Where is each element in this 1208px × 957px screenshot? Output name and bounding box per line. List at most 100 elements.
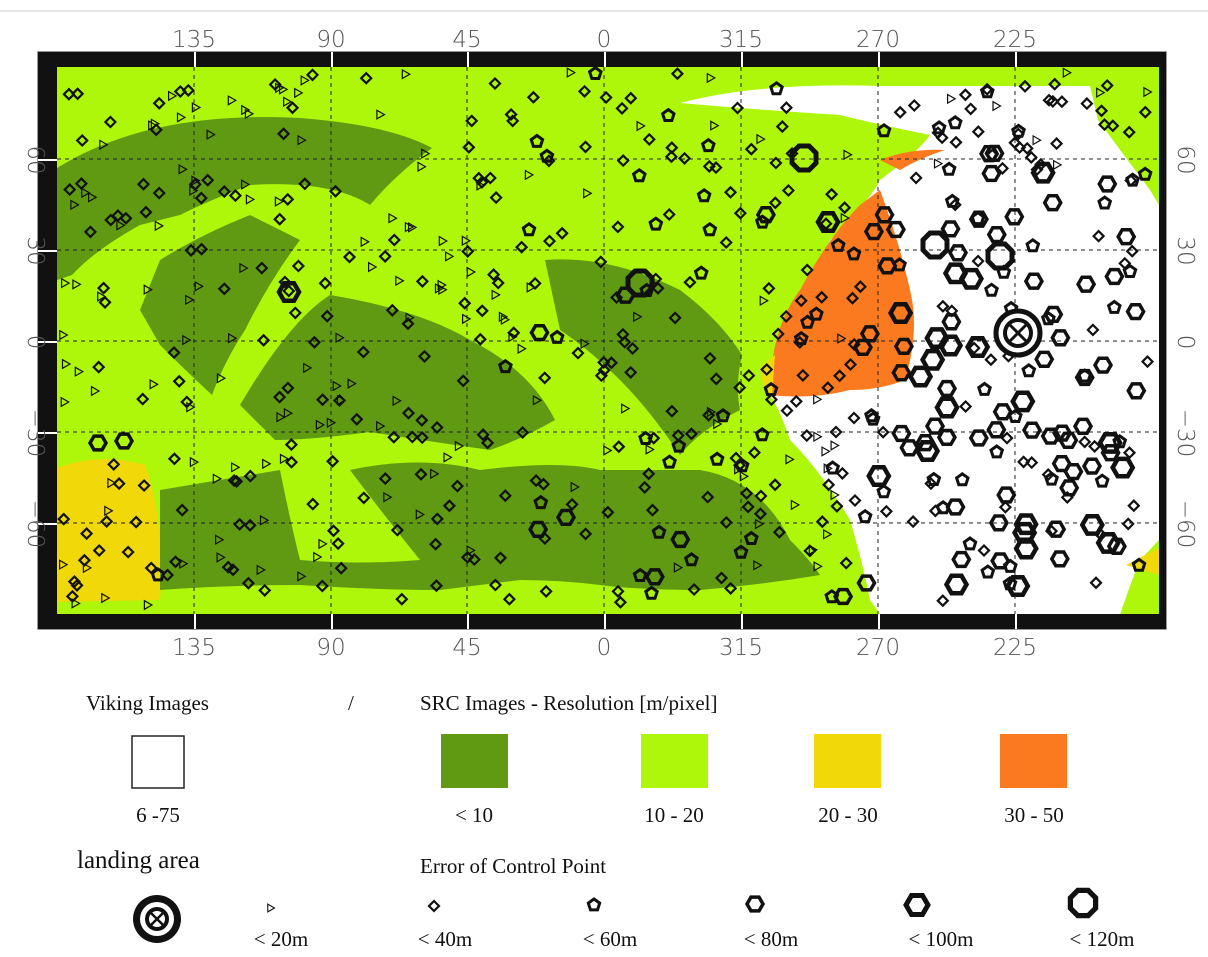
pentagon-icon xyxy=(662,454,677,469)
diamond-icon xyxy=(665,404,679,418)
pentagon-icon xyxy=(733,544,749,559)
swatch-30-50 xyxy=(1000,734,1067,788)
diamond-icon xyxy=(754,489,768,503)
triangle-icon xyxy=(335,332,345,344)
diamond-icon xyxy=(491,276,505,290)
triangle-icon xyxy=(392,395,402,407)
diamond-icon xyxy=(825,187,839,201)
hexagon-icon xyxy=(113,432,135,450)
triangle-icon xyxy=(583,187,593,199)
diamond-icon xyxy=(430,420,444,435)
hexagon-icon xyxy=(1106,537,1127,555)
diamond-icon xyxy=(65,589,79,603)
triangle-icon xyxy=(259,514,270,526)
diamond-icon xyxy=(613,595,627,609)
diamond-icon xyxy=(357,491,371,505)
diamond-icon xyxy=(724,581,738,595)
diamond-icon xyxy=(306,497,320,511)
hexagon-icon xyxy=(833,587,854,606)
triangle-icon xyxy=(706,72,717,84)
hexagon-icon xyxy=(951,550,972,569)
pentagon-icon xyxy=(1007,408,1023,424)
triangle-icon xyxy=(297,571,307,582)
diamond-icon xyxy=(907,98,921,113)
diamond-icon xyxy=(768,478,782,492)
diamond-icon xyxy=(931,126,945,140)
pentagon-icon xyxy=(150,567,166,582)
right-lat-label: −60 xyxy=(1172,500,1198,549)
diamond-icon xyxy=(701,490,715,504)
swatch-label-10-20: 10 - 20 xyxy=(644,803,704,827)
triangle-icon xyxy=(189,185,199,196)
diamond-icon xyxy=(555,226,569,240)
diamond-icon xyxy=(794,294,808,308)
pentagon-icon xyxy=(638,430,654,446)
swatch-viking xyxy=(131,735,185,789)
pentagon-icon xyxy=(947,115,963,130)
pentagon-icon xyxy=(754,427,770,442)
hexagon-icon xyxy=(934,396,960,419)
diamond-icon xyxy=(542,234,557,248)
diamond-icon xyxy=(415,274,429,288)
hexagon-icon xyxy=(942,262,969,285)
pentagon-icon xyxy=(876,122,892,138)
triangle-icon xyxy=(1096,87,1106,98)
pentagon-icon xyxy=(533,494,549,510)
bottom-lon-label: 135 xyxy=(172,635,216,661)
diamond-icon xyxy=(1060,490,1074,504)
pentagon-icon xyxy=(648,216,664,231)
diamond-icon xyxy=(1041,468,1055,482)
triangle-icon xyxy=(739,470,750,482)
hexagon-icon xyxy=(1013,513,1039,536)
triangle-icon xyxy=(81,187,91,199)
diamond-icon xyxy=(298,177,312,191)
top-lon-label: 225 xyxy=(993,27,1037,53)
diamond-icon xyxy=(779,309,793,323)
hexagon-icon xyxy=(276,281,302,303)
viking-images-title: Viking Images xyxy=(86,691,209,715)
pentagon-icon xyxy=(989,444,1005,459)
pentagon-icon xyxy=(734,458,750,473)
error-icons xyxy=(267,887,1099,919)
hexagon-icon xyxy=(968,429,989,447)
diamond-icon xyxy=(465,114,479,128)
diamond-icon xyxy=(769,156,783,170)
hexagon-icon xyxy=(920,348,946,371)
diamond-icon xyxy=(173,84,187,99)
diamond-icon xyxy=(789,394,803,408)
hexagon-icon xyxy=(914,440,941,462)
right-latitude-labels: 60 30 0 −30 −60 xyxy=(1172,145,1198,548)
triangle-icon xyxy=(843,149,853,161)
diamond-icon xyxy=(378,249,392,263)
triangle-icon xyxy=(104,505,114,517)
diamond-icon xyxy=(63,183,77,197)
bottom-lon-label: 45 xyxy=(452,635,481,661)
hexagon-icon xyxy=(915,434,936,452)
hexagon-icon xyxy=(856,574,877,592)
pentagon-icon xyxy=(1021,363,1037,378)
left-lat-label: 0 xyxy=(22,335,48,350)
diamond-icon xyxy=(665,141,679,155)
diamond-icon xyxy=(796,368,810,382)
error-label-40: < 40m xyxy=(418,927,472,951)
pentagon-icon xyxy=(715,408,731,423)
hexagon-icon xyxy=(899,439,920,457)
diamond-icon xyxy=(111,209,125,223)
diamond-icon xyxy=(1086,323,1100,337)
triangle-icon xyxy=(267,903,276,913)
pentagon-icon xyxy=(1094,473,1110,488)
diamond-icon xyxy=(565,497,579,511)
bottom-lon-label: 270 xyxy=(856,635,900,661)
diamond-icon xyxy=(702,159,716,173)
diamond-icon xyxy=(1127,499,1141,513)
diamond-icon xyxy=(415,413,429,427)
diamond-icon xyxy=(611,220,625,234)
hexagon-icon xyxy=(981,164,1002,183)
triangle-icon xyxy=(706,406,717,418)
diamond-icon xyxy=(481,436,495,450)
pentagon-icon xyxy=(977,381,992,396)
diamond-icon xyxy=(414,467,428,481)
pentagon-icon xyxy=(876,483,892,499)
triangle-icon xyxy=(347,378,357,389)
triangle-icon xyxy=(992,100,1002,112)
